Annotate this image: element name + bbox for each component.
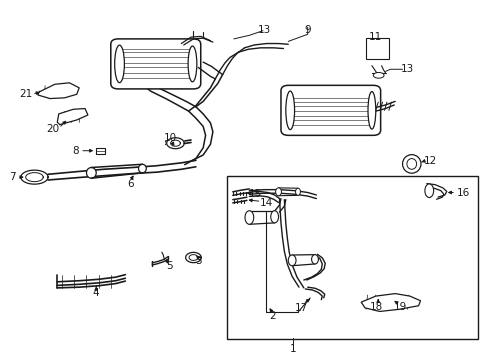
Text: 13: 13 [257, 25, 270, 35]
Bar [96, 148, 105, 154]
Ellipse shape [138, 164, 146, 173]
Text: 14: 14 [259, 198, 272, 208]
Text: 15: 15 [248, 189, 262, 199]
Ellipse shape [285, 91, 294, 130]
Text: 4: 4 [93, 288, 100, 298]
Text: 16: 16 [456, 188, 469, 198]
Text: 13: 13 [401, 64, 414, 74]
Ellipse shape [406, 158, 416, 169]
Ellipse shape [270, 211, 278, 223]
Text: 11: 11 [368, 32, 382, 42]
Text: 12: 12 [423, 156, 436, 166]
Ellipse shape [115, 45, 124, 83]
Ellipse shape [287, 255, 295, 266]
Text: 3: 3 [195, 256, 201, 266]
Text: 19: 19 [393, 302, 406, 312]
Ellipse shape [402, 155, 420, 173]
Ellipse shape [424, 184, 433, 198]
Text: 7: 7 [9, 172, 15, 182]
FancyBboxPatch shape [111, 39, 201, 89]
Ellipse shape [311, 255, 318, 264]
Text: 18: 18 [369, 302, 383, 312]
Text: 9: 9 [304, 25, 310, 35]
Text: 20: 20 [46, 124, 60, 134]
Text: 1: 1 [289, 343, 296, 354]
Ellipse shape [295, 188, 300, 195]
Polygon shape [57, 109, 88, 125]
Text: 2: 2 [269, 311, 275, 321]
Text: 8: 8 [72, 146, 79, 156]
Text: 21: 21 [19, 89, 32, 99]
Ellipse shape [188, 46, 197, 82]
Text: 5: 5 [165, 261, 172, 271]
FancyBboxPatch shape [281, 85, 380, 135]
Polygon shape [185, 252, 201, 263]
Text: 10: 10 [163, 133, 177, 143]
Polygon shape [38, 83, 79, 99]
Polygon shape [21, 170, 48, 184]
Polygon shape [166, 138, 184, 149]
Ellipse shape [367, 91, 375, 129]
Text: 17: 17 [295, 302, 308, 312]
Ellipse shape [244, 211, 253, 224]
Ellipse shape [86, 167, 96, 178]
Bar [227, 176, 477, 339]
Ellipse shape [372, 72, 383, 78]
Text: 6: 6 [127, 179, 133, 189]
Bar [366, 38, 388, 59]
Polygon shape [361, 294, 420, 311]
Ellipse shape [275, 188, 281, 196]
